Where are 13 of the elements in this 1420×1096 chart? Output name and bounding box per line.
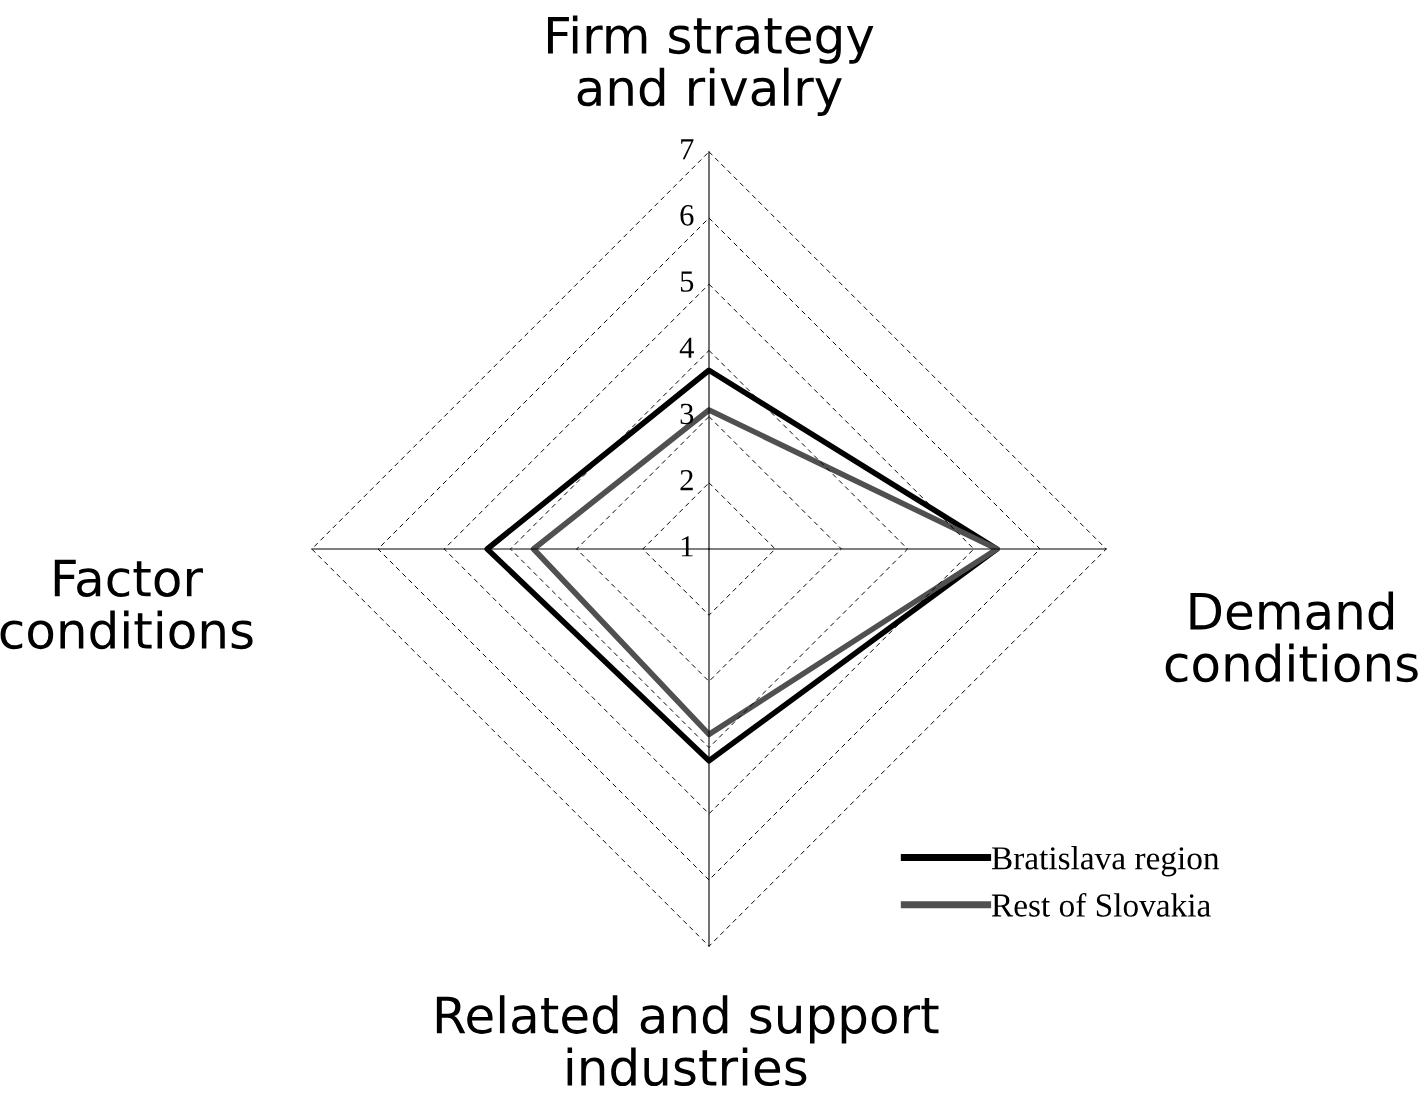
spoke-label: Related and support industries [436,995,939,1087]
spoke-label: Factor conditions [0,559,253,650]
legend-label: Rest of Slovakia [991,892,1211,917]
y-tick-label: 5 [680,271,694,292]
spoke-label: Demand conditions [1165,591,1418,683]
spoke-label: Firm strategy and rivalry [547,15,874,117]
y-tick-label: 6 [680,205,694,226]
legend-label: Bratislava region [991,846,1220,877]
y-tick-label: 4 [679,337,694,358]
y-tick-label: 7 [681,139,694,160]
y-tick-label: 3 [680,403,694,425]
y-tick-label: 1 [681,536,693,557]
y-tick-label: 2 [680,469,693,491]
